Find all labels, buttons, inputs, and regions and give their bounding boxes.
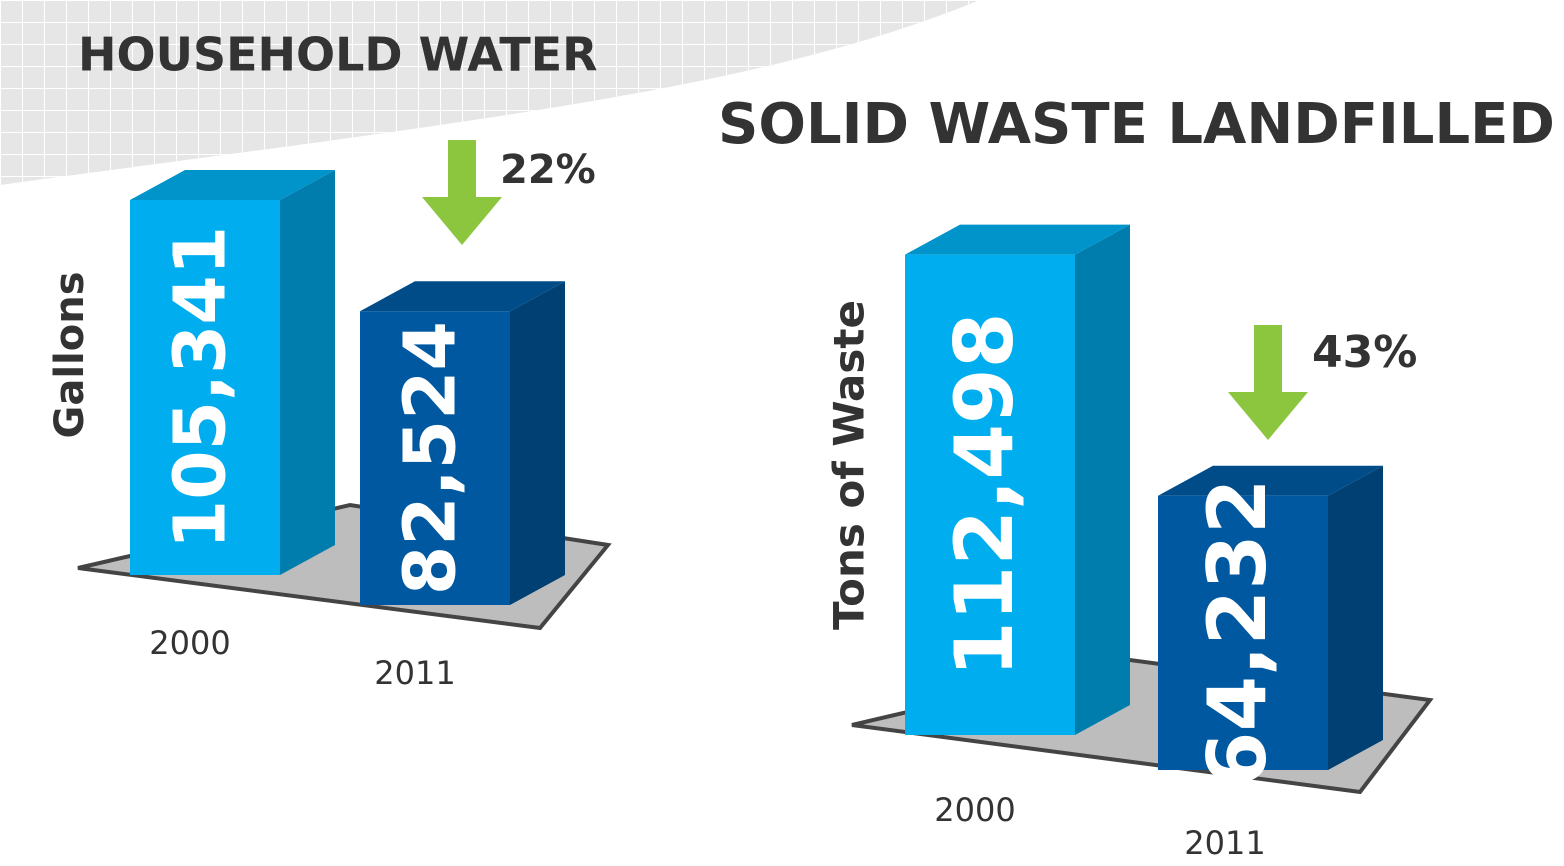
- bar-top: [1158, 465, 1383, 496]
- bar: [130, 199, 280, 576]
- y-axis-label: Gallons: [47, 271, 93, 438]
- change-annotation: 22%: [500, 147, 596, 193]
- bar-top: [905, 224, 1130, 255]
- chart-title: HOUSEHOLD WATER: [78, 28, 598, 82]
- bar-top: [130, 169, 335, 200]
- change-annotation: 43%: [1312, 327, 1417, 378]
- x-tick-label: 2011: [1184, 824, 1265, 862]
- value-label: 64,232: [1191, 479, 1284, 788]
- x-tick-label: 2000: [934, 791, 1015, 829]
- bar: [360, 311, 510, 605]
- bar-side: [280, 169, 335, 576]
- value-label: 112,498: [938, 313, 1031, 677]
- bar-top: [360, 281, 565, 312]
- bar: [1158, 495, 1328, 770]
- y-axis-label: Tons of Waste: [825, 300, 874, 630]
- x-tick-label: 2011: [374, 654, 455, 692]
- bar: [905, 254, 1075, 735]
- value-label: 82,524: [389, 321, 472, 595]
- down-arrow: [1228, 325, 1308, 440]
- bar-side: [510, 281, 565, 605]
- x-tick-label: 2000: [149, 624, 230, 662]
- value-label: 105,341: [159, 226, 242, 549]
- bar-side: [1328, 465, 1383, 770]
- bar-side: [1075, 224, 1130, 735]
- down-arrow: [422, 140, 502, 245]
- chart-title: SOLID WASTE LANDFILLED: [718, 92, 1555, 157]
